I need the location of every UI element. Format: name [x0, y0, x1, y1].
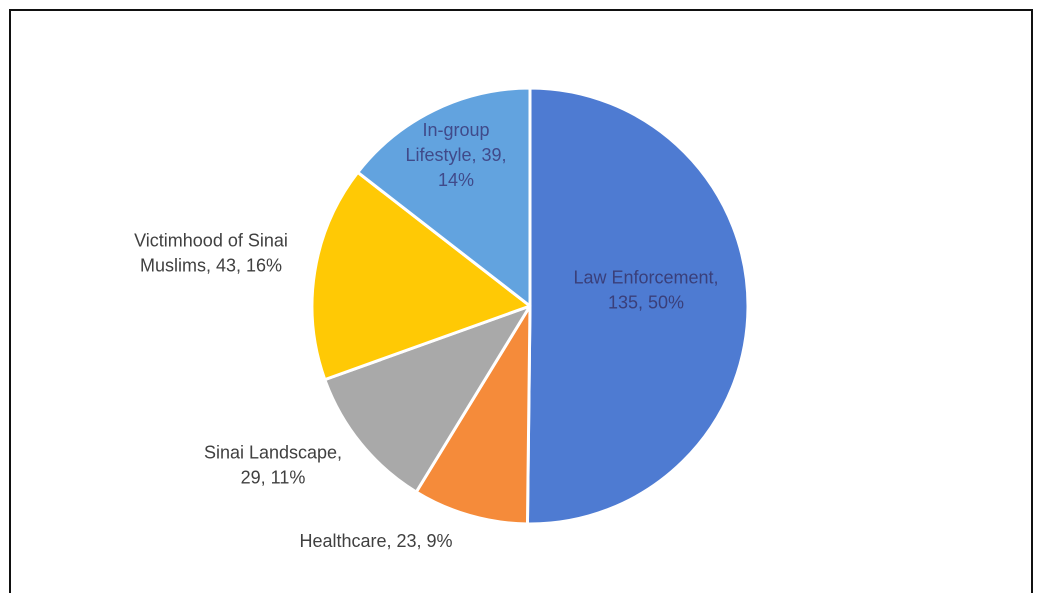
- data-label-law-enforcement: Law Enforcement, 135, 50%: [573, 268, 718, 313]
- pie-slices: [310, 86, 750, 526]
- data-label-line: 14%: [438, 170, 474, 190]
- data-label-line: Lifestyle, 39,: [405, 145, 506, 165]
- data-label-line: In-group: [422, 120, 489, 140]
- chart-frame: Law Enforcement, 135, 50% Healthcare, 23, …: [9, 9, 1033, 593]
- data-label-in-group-lifestyle: In-group Lifestyle, 39, 14%: [405, 120, 506, 190]
- data-label-line: Victimhood of Sinai: [134, 231, 288, 251]
- data-label-victimhood-of-sinai-muslims: Victimhood of Sinai Muslims, 43, 16%: [134, 231, 288, 276]
- data-label-sinai-landscape: Sinai Landscape, 29, 11%: [204, 443, 342, 488]
- data-label-line: Muslims, 43, 16%: [140, 256, 282, 276]
- data-label-line: Sinai Landscape,: [204, 443, 342, 463]
- pie-slice-healthcare: [414, 304, 532, 526]
- pie-slice-victimhood-of-sinai-muslims: [310, 170, 532, 382]
- pie-data-labels: Law Enforcement, 135, 50% Healthcare, 23, …: [134, 120, 718, 551]
- pie-slice-law-enforcement: [525, 86, 750, 526]
- pie-slice-in-group-lifestyle: [356, 86, 532, 308]
- data-label-line: 29, 11%: [241, 468, 306, 488]
- pie-slice-sinai-landscape: [323, 304, 532, 494]
- data-label-line: Law Enforcement,: [573, 268, 718, 288]
- data-label-healthcare: Healthcare, 23, 9%: [299, 531, 452, 551]
- data-label-line: Healthcare, 23, 9%: [299, 531, 452, 551]
- data-label-line: 135, 50%: [608, 293, 684, 313]
- pie-chart: Law Enforcement, 135, 50% Healthcare, 23, …: [134, 86, 750, 551]
